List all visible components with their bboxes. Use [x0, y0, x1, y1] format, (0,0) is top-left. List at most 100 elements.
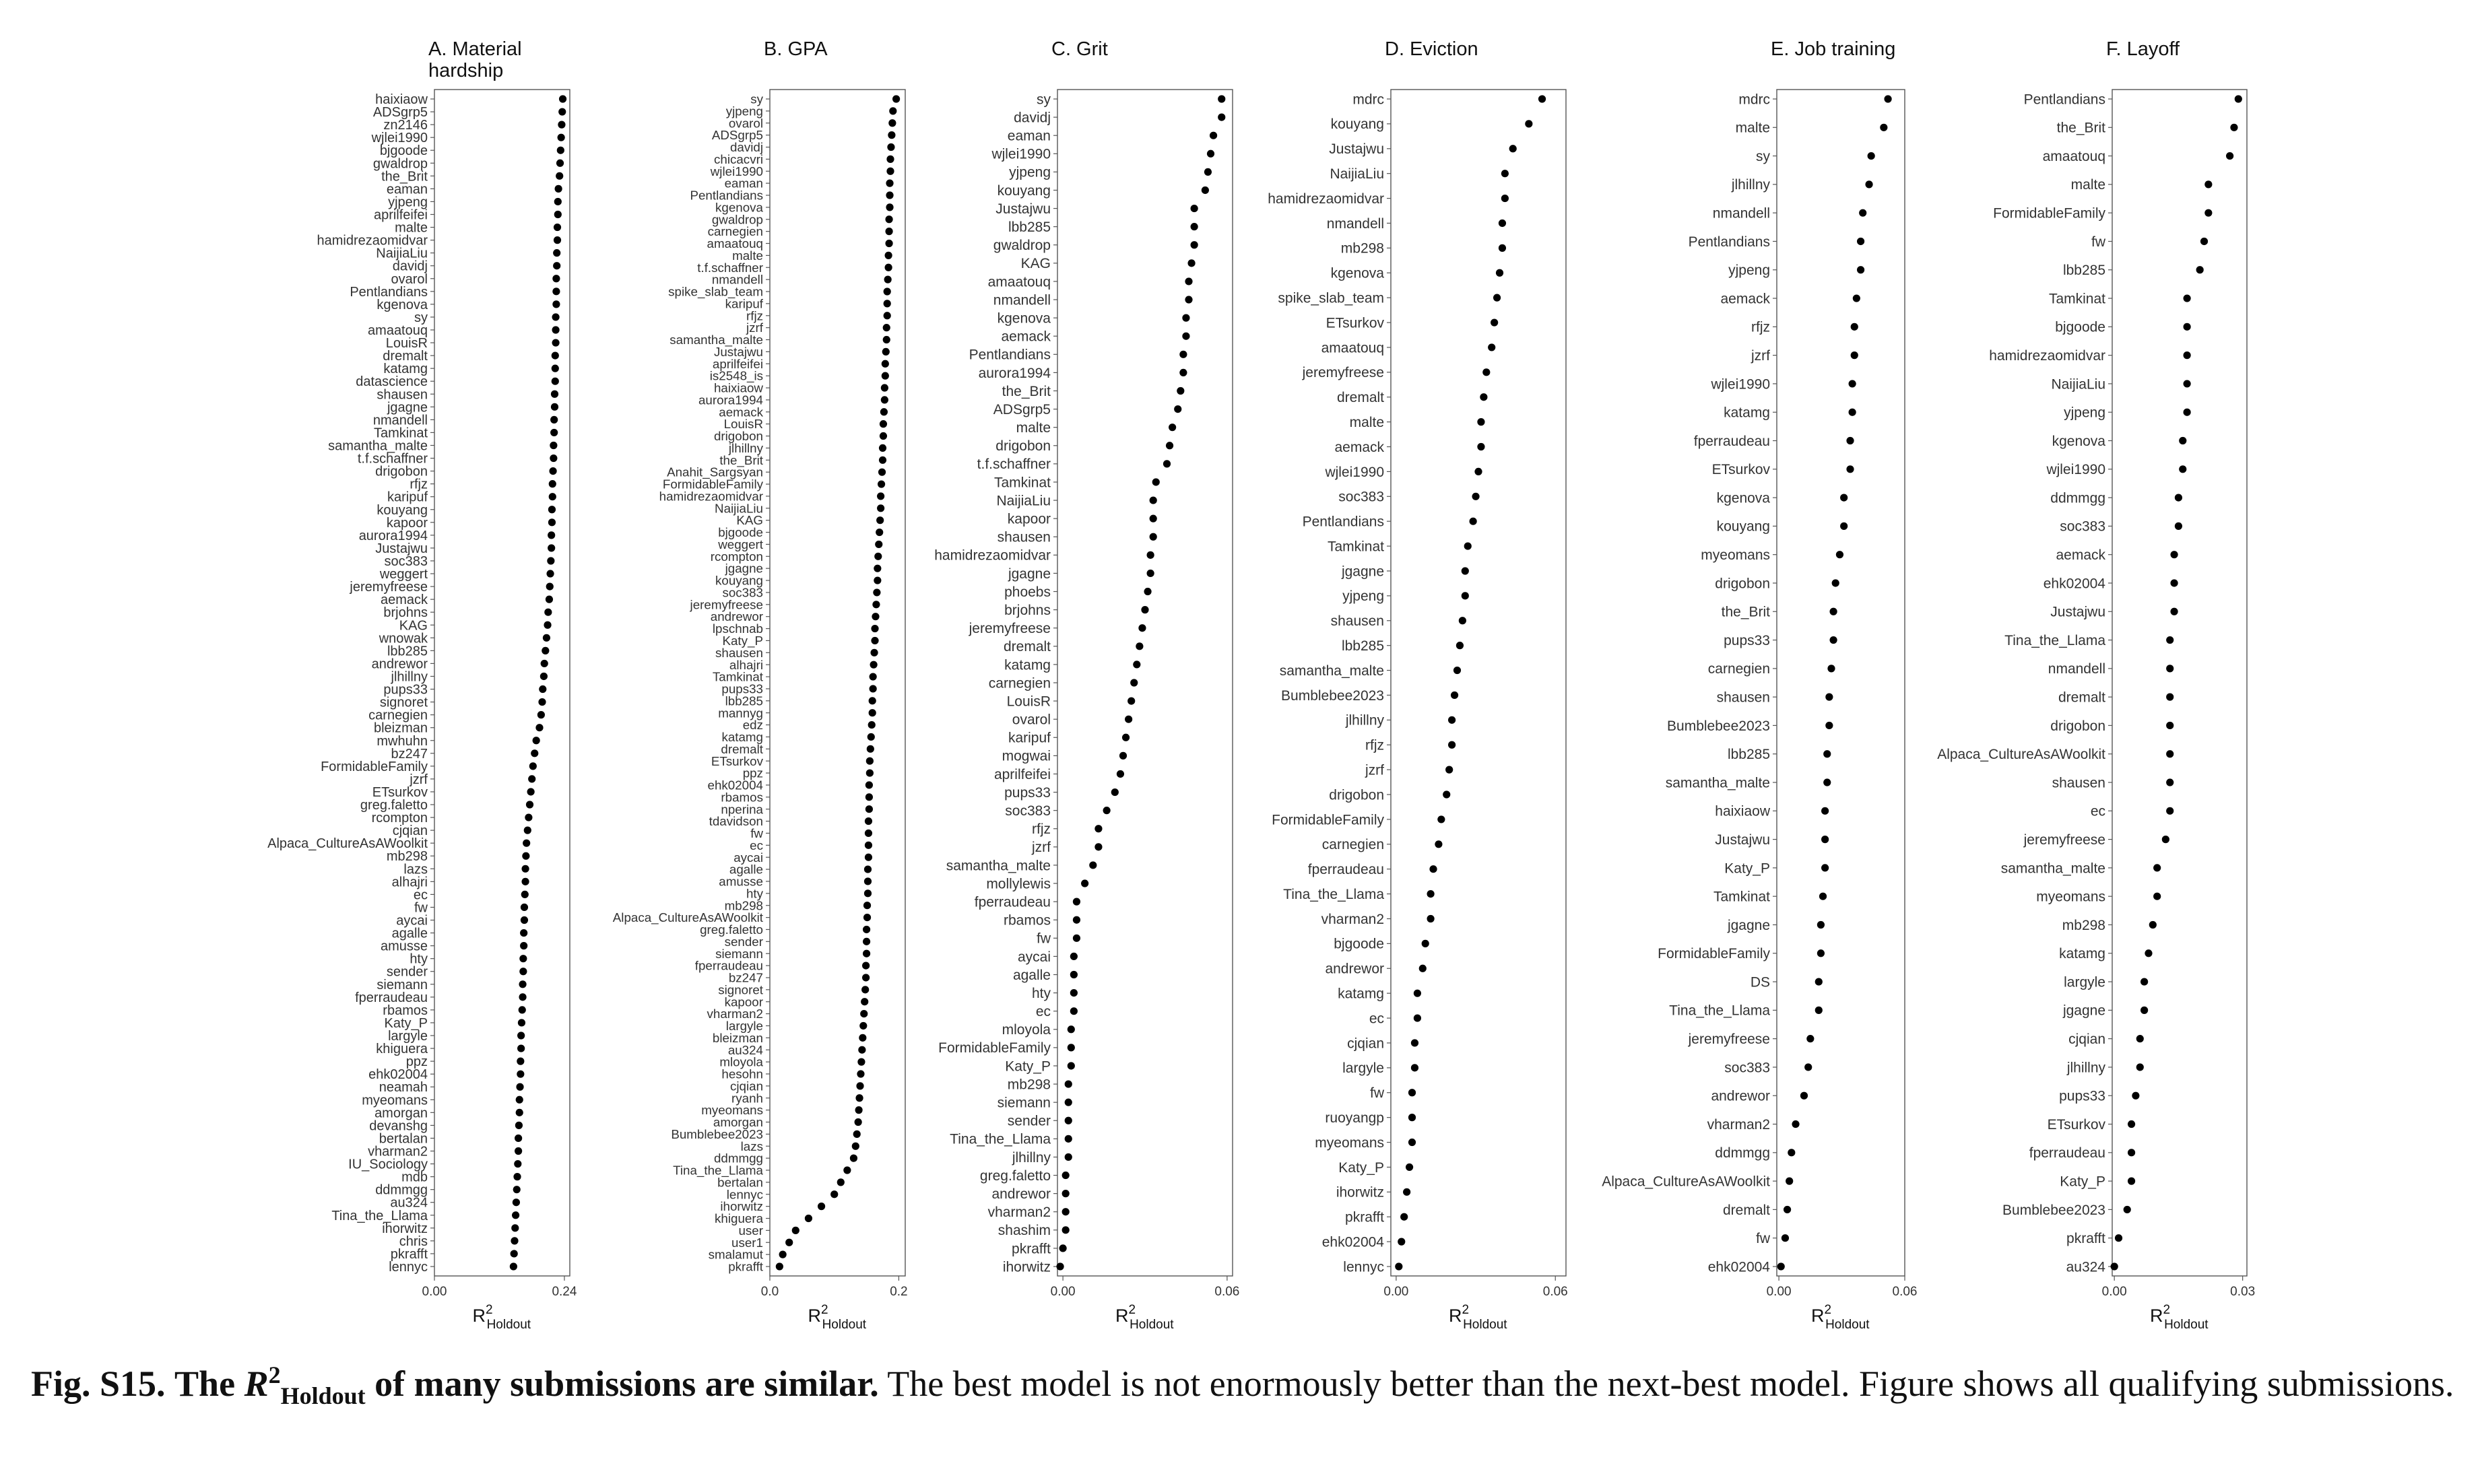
name-label-ds: DS — [1751, 974, 1770, 990]
name-label-malte: malte — [1736, 121, 1770, 136]
x-tick-label: 0.06 — [1893, 1285, 1918, 1299]
name-label-carnegien: carnegien — [708, 224, 763, 238]
data-point-karipuf — [1121, 733, 1130, 741]
name-label-wjlei1990: wjlei1990 — [710, 164, 763, 178]
name-label-hamidrezaomidvar: hamidrezaomidvar — [934, 548, 1051, 564]
data-point-lazs — [521, 865, 529, 873]
name-label-weggert: weggert — [717, 537, 764, 551]
data-point-jzrf — [1850, 351, 1858, 360]
name-label-bz247: bz247 — [391, 747, 428, 762]
data-point-adsgrp5 — [888, 131, 896, 139]
data-point-amorgan — [515, 1108, 523, 1116]
data-point-iu-sociology — [514, 1159, 522, 1168]
data-point-shausen — [1825, 693, 1833, 701]
data-point-samantha-malte — [1823, 778, 1831, 786]
name-label-mdb: mdb — [401, 1170, 428, 1185]
panel-material-hardship: A. MaterialhardshiphaixiaowADSgrp5zn2146… — [267, 38, 577, 1332]
data-point-mdrc — [1884, 95, 1892, 103]
data-point-jlhillny — [1865, 180, 1873, 189]
data-point-nmandell — [2166, 665, 2174, 673]
name-label-myeomans: myeomans — [1315, 1135, 1384, 1151]
data-point-vharman2 — [1061, 1208, 1070, 1216]
data-point-karipuf — [548, 493, 556, 501]
data-point-formidablefamily — [529, 762, 537, 770]
name-label-tamkinat: Tamkinat — [1328, 539, 1384, 554]
data-point-yjpeng — [1856, 266, 1865, 274]
name-label-fw: fw — [1370, 1085, 1385, 1101]
data-point-largyle — [859, 1021, 868, 1030]
name-label-pkrafft: pkrafft — [728, 1260, 764, 1274]
name-label-carnegien: carnegien — [368, 708, 428, 723]
data-point-kgenova — [552, 300, 560, 308]
name-label-ihorwitz: ihorwitz — [382, 1221, 428, 1236]
data-point-lpschnab — [871, 624, 879, 633]
name-label-amaatouq: amaatouq — [2043, 149, 2105, 164]
name-label-katamg: katamg — [383, 362, 428, 376]
data-point-bz247 — [862, 974, 870, 982]
caption-r-letter: R — [244, 1363, 269, 1404]
data-point-soc383 — [1472, 492, 1480, 500]
name-label-etsurkov: ETsurkov — [1326, 315, 1385, 331]
data-point-drigobon — [1831, 579, 1839, 587]
data-point-nmandell — [1498, 219, 1507, 228]
name-label-pentlandians: Pentlandians — [2024, 92, 2105, 107]
data-point-karipuf — [883, 300, 891, 308]
name-label-rfjz: rfjz — [1032, 821, 1051, 837]
data-point-lbb285 — [1823, 750, 1831, 758]
name-label-edz: edz — [743, 718, 763, 732]
data-point-user1 — [785, 1238, 793, 1246]
data-point-zn2146 — [558, 121, 566, 129]
data-point-katamg — [867, 733, 875, 741]
data-point-khiguera — [517, 1044, 525, 1052]
data-point-hamidrezaomidvar — [1501, 194, 1509, 203]
name-label-bz247: bz247 — [729, 971, 763, 985]
data-point-greg-faletto — [525, 801, 534, 809]
data-point-phoebs — [1144, 587, 1152, 596]
x-tick-label: 0.00 — [1767, 1285, 1792, 1299]
name-label-drigobon: drigobon — [714, 429, 763, 443]
data-point-t-f-schaffner — [550, 454, 558, 463]
data-point-lbb285 — [2196, 266, 2204, 274]
data-point-signoret — [861, 986, 870, 994]
name-label-myeomans: myeomans — [2036, 889, 2105, 905]
data-point-adsgrp5 — [558, 108, 566, 116]
name-label-hty: hty — [410, 952, 428, 967]
data-point-wjlei1990 — [1206, 149, 1215, 158]
name-label-shausen: shausen — [377, 387, 428, 402]
data-point-ihorwitz — [511, 1224, 519, 1232]
data-point-aurora1994 — [1179, 368, 1187, 377]
data-point-jlhillny — [878, 444, 887, 452]
data-point-wjlei1990 — [557, 133, 565, 141]
data-point-andrewor — [872, 613, 880, 621]
name-label-cjqian: cjqian — [393, 823, 428, 838]
data-point-wjlei1990 — [1848, 380, 1856, 388]
panel-layoff: F. Layoff Pentlandians the_Brit amaatouq mal… — [1937, 38, 2255, 1332]
name-label-pkrafft: pkrafft — [2066, 1231, 2105, 1246]
data-point-jgagne — [1146, 569, 1154, 578]
data-point-nmandell — [884, 275, 892, 283]
data-point-neamah — [516, 1083, 524, 1091]
name-label-jgagne: jgagne — [387, 400, 428, 415]
data-point-justajwu — [1190, 204, 1198, 213]
name-label-tina-the-llama: Tina_the_Llama — [673, 1163, 763, 1178]
name-label-iu-sociology: IU_Sociology — [348, 1157, 428, 1172]
data-point-katamg — [551, 364, 559, 372]
data-point-louisr — [552, 339, 560, 347]
name-label-ehk02004: ehk02004 — [2044, 576, 2106, 591]
data-point-myeomans — [1408, 1138, 1416, 1147]
data-point-sy — [552, 313, 560, 321]
name-label-yjpeng: yjpeng — [2064, 405, 2105, 421]
data-point-mogwai — [1119, 751, 1127, 760]
name-label-pentlandians: Pentlandians — [1303, 514, 1384, 530]
data-point-katy-p — [2127, 1177, 2136, 1185]
name-label-pentlandians: Pentlandians — [350, 285, 428, 300]
data-point-cjqian — [2136, 1035, 2144, 1043]
figure-caption: Fig. S15. The R2Holdout of many submissi… — [31, 1361, 2462, 1408]
data-point-pups33 — [2132, 1091, 2140, 1100]
data-point-greg-faletto — [1061, 1171, 1070, 1180]
data-point-lbb285 — [1190, 223, 1198, 231]
data-point-aemack — [1182, 332, 1190, 340]
data-point-amaatouq — [1488, 343, 1496, 351]
name-label-agalle: agalle — [392, 926, 428, 941]
name-label-karipuf: karipuf — [387, 490, 428, 505]
